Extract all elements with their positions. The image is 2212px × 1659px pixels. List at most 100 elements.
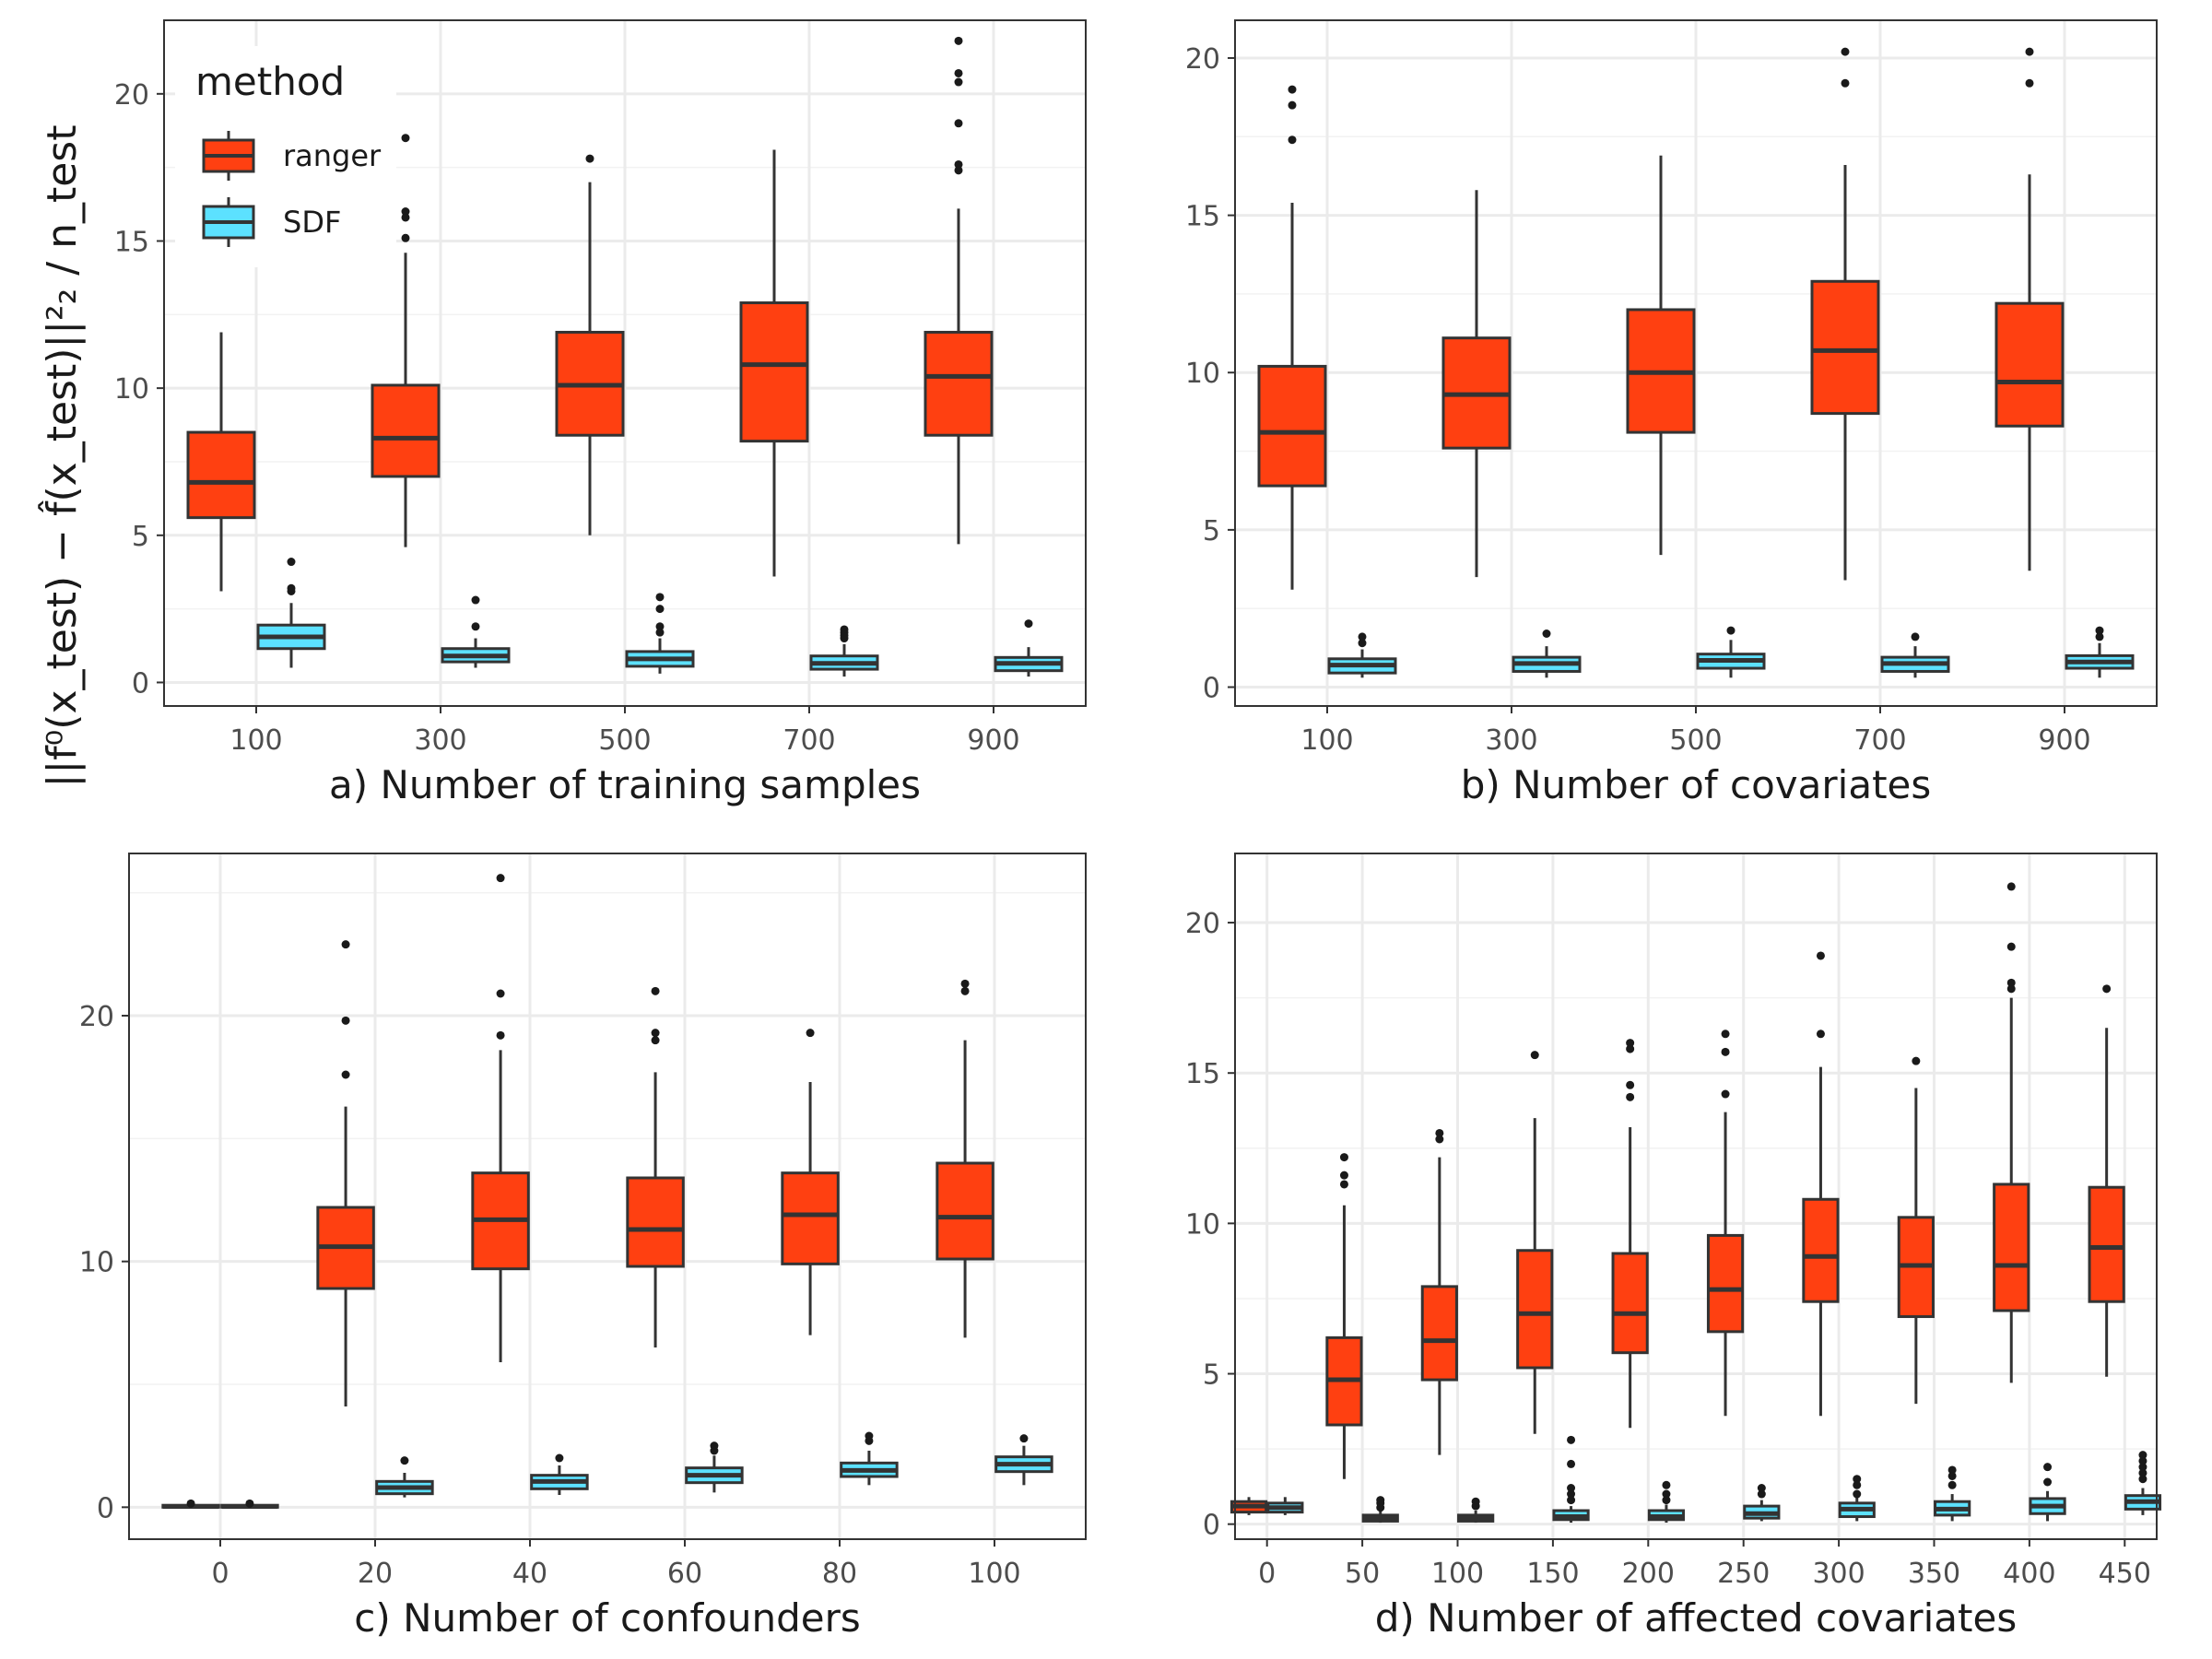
x-tick-label: 20 bbox=[358, 1558, 393, 1590]
box-outlier bbox=[1530, 1051, 1539, 1060]
box-ranger bbox=[739, 149, 809, 577]
box-outlier bbox=[1567, 1496, 1576, 1505]
box-sdf bbox=[2029, 1463, 2066, 1522]
box-outlier bbox=[1024, 619, 1033, 629]
box-outlier bbox=[496, 874, 505, 883]
x-tick-label: 400 bbox=[2003, 1558, 2055, 1590]
legend-title: method bbox=[195, 59, 345, 104]
box-outlier bbox=[1726, 626, 1735, 635]
box-outlier bbox=[1912, 1056, 1921, 1065]
panel-a: 0 5 10 15 20 100 300 500 700 900 a) Number of trai… bbox=[114, 19, 1087, 807]
y-tick-label: 0 bbox=[97, 1492, 114, 1524]
box-outlier bbox=[1853, 1475, 1862, 1484]
box-sdf bbox=[1512, 629, 1582, 678]
box-outlier bbox=[1757, 1489, 1766, 1499]
box-outlier bbox=[496, 989, 505, 998]
x-axis-title: d) Number of affected covariates bbox=[1375, 1595, 2017, 1641]
box-body bbox=[781, 1171, 840, 1265]
box-outlier bbox=[1288, 135, 1297, 145]
box-sdf bbox=[441, 595, 511, 668]
box-outlier bbox=[655, 628, 665, 637]
y-tick-label: 0 bbox=[1203, 673, 1220, 705]
y-tick-label: 0 bbox=[1203, 1510, 1220, 1542]
legend: method ranger SDF bbox=[175, 46, 396, 267]
box-body bbox=[1516, 1249, 1554, 1370]
plot-border bbox=[1234, 853, 2158, 1540]
box-body bbox=[1420, 1285, 1458, 1382]
box-outlier bbox=[710, 1441, 719, 1451]
box-ranger bbox=[1810, 47, 1880, 581]
box-outlier bbox=[1567, 1484, 1576, 1493]
x-tick-label: 80 bbox=[822, 1558, 857, 1590]
box-outlier bbox=[1626, 1039, 1635, 1048]
box-outlier bbox=[287, 583, 296, 593]
box-outlier bbox=[401, 213, 410, 222]
box-sdf bbox=[809, 625, 879, 677]
panel-c: 0 10 20 0 20 40 60 80 100 c) Number of confounder… bbox=[79, 853, 1087, 1641]
box-sdf bbox=[625, 593, 695, 674]
x-tick-label: 100 bbox=[968, 1558, 1020, 1590]
box-outlier bbox=[1471, 1497, 1480, 1506]
box-ranger bbox=[935, 979, 994, 1338]
box-ranger bbox=[1993, 882, 2030, 1383]
box-outlier bbox=[840, 625, 849, 634]
x-tick-label: 150 bbox=[1526, 1558, 1579, 1590]
box-outlier bbox=[1288, 85, 1297, 94]
box-outlier bbox=[1757, 1484, 1766, 1493]
box-outlier bbox=[1019, 1434, 1029, 1443]
box-outlier bbox=[401, 134, 410, 143]
box-outlier bbox=[651, 1036, 660, 1045]
box-outlier bbox=[1911, 632, 1920, 641]
box-ranger bbox=[555, 154, 625, 535]
box-outlier bbox=[1626, 1080, 1635, 1089]
box-ranger bbox=[1420, 1128, 1458, 1455]
box-sdf bbox=[530, 1453, 589, 1495]
y-tick-label: 5 bbox=[132, 521, 149, 553]
y-tick-label: 5 bbox=[1203, 515, 1220, 547]
box-outlier bbox=[287, 558, 296, 567]
series-ranger bbox=[161, 874, 994, 1510]
box-outlier bbox=[1435, 1135, 1444, 1144]
box-body bbox=[1810, 279, 1880, 416]
box-sdf bbox=[220, 1499, 279, 1510]
box-sdf bbox=[1934, 1465, 1971, 1522]
box-outlier bbox=[1567, 1435, 1576, 1444]
box-outlier bbox=[2138, 1468, 2147, 1477]
box-outlier bbox=[1339, 1171, 1348, 1180]
legend-label-sdf: SDF bbox=[283, 205, 341, 240]
box-outlier bbox=[1626, 1044, 1635, 1053]
box-outlier bbox=[1853, 1489, 1862, 1499]
box-sdf bbox=[994, 1434, 1053, 1486]
box-body bbox=[1994, 301, 2065, 428]
x-tick-label: 500 bbox=[1669, 724, 1722, 757]
box-ranger bbox=[626, 986, 685, 1347]
box-outlier bbox=[1358, 632, 1367, 641]
box-outlier bbox=[1339, 1153, 1348, 1162]
box-outlier bbox=[341, 1070, 350, 1079]
y-tick-label: 10 bbox=[114, 373, 149, 406]
box-outlier bbox=[401, 207, 410, 217]
box-ranger bbox=[2088, 984, 2125, 1377]
x-tick-label: 100 bbox=[1431, 1558, 1484, 1590]
y-tick-label: 20 bbox=[1185, 43, 1220, 76]
y-tick-label: 10 bbox=[1185, 1208, 1220, 1241]
box-outlier bbox=[2006, 882, 2016, 891]
plot-background bbox=[129, 853, 1086, 1539]
box-ranger bbox=[1611, 1039, 1649, 1429]
series-sdf bbox=[256, 558, 1064, 677]
box-outlier bbox=[2138, 1456, 2147, 1465]
x-axis-title: a) Number of training samples bbox=[329, 762, 921, 807]
box-outlier bbox=[471, 595, 480, 605]
box-outlier bbox=[1841, 47, 1850, 56]
x-tick-label: 700 bbox=[782, 724, 835, 757]
box-sdf bbox=[1457, 1497, 1495, 1524]
box-ranger bbox=[781, 1029, 840, 1335]
box-outlier bbox=[1662, 1480, 1671, 1489]
x-tick-label: 50 bbox=[1345, 1558, 1380, 1590]
box-outlier bbox=[2043, 1477, 2053, 1487]
box-outlier bbox=[1816, 1030, 1825, 1039]
box-body bbox=[739, 301, 809, 443]
box-outlier bbox=[954, 119, 963, 128]
box-body bbox=[1706, 1233, 1745, 1334]
plot-border bbox=[128, 853, 1087, 1540]
